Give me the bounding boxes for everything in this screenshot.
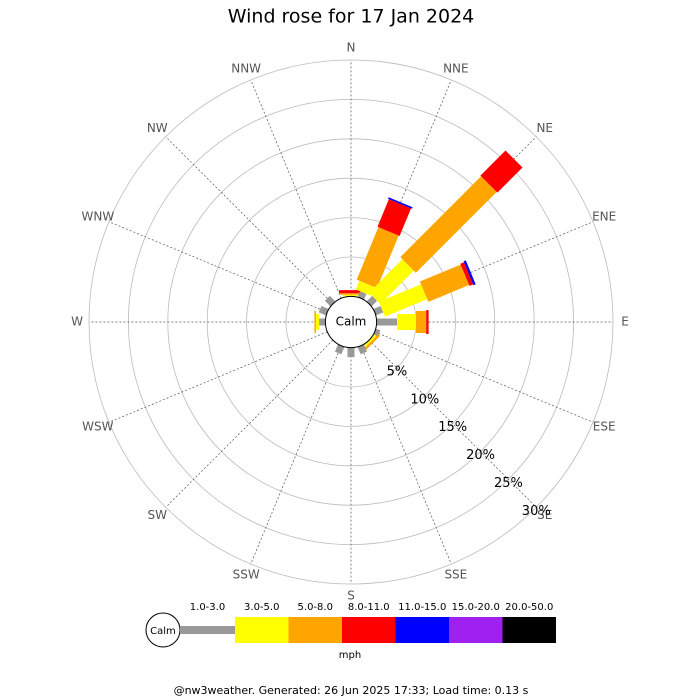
rose-segment — [400, 176, 497, 273]
legend-label: 15.0-20.0 — [452, 602, 500, 613]
rose-segment — [416, 311, 427, 333]
legend-label: 11.0-15.0 — [398, 602, 446, 613]
rose-segment — [356, 227, 399, 288]
direction-label: NNE — [443, 61, 469, 75]
grid-ring — [206, 177, 496, 467]
grid-ring — [246, 217, 456, 427]
legend-swatch — [180, 626, 235, 634]
direction-label: NW — [147, 121, 168, 135]
direction-label: N — [347, 41, 356, 55]
spoke — [374, 221, 594, 313]
direction-label: ENE — [592, 210, 616, 224]
chart-title: Wind rose for 17 Jan 2024 — [228, 6, 475, 28]
direction-label: SSE — [444, 568, 467, 582]
rose-segment — [377, 199, 412, 236]
r-tick-label: 30% — [522, 504, 551, 519]
rose-segment — [315, 314, 320, 330]
legend-calm-label: Calm — [150, 626, 176, 637]
spoke — [368, 339, 537, 508]
spoke — [250, 345, 342, 565]
direction-label: WNW — [81, 210, 114, 224]
rose-segment — [419, 264, 470, 302]
r-tick-label: 20% — [466, 448, 495, 463]
legend-swatch — [288, 617, 342, 643]
spoke — [108, 221, 328, 313]
footer: @nw3weather. Generated: 26 Jun 2025 17:3… — [174, 684, 529, 697]
rose-segment — [426, 310, 429, 334]
spoke — [165, 136, 334, 305]
rose-segment — [363, 334, 381, 352]
rose-segment — [480, 150, 523, 193]
rose-segment — [347, 347, 355, 358]
direction-label: E — [621, 315, 629, 329]
legend-swatch — [502, 617, 556, 643]
rose-segment — [376, 318, 398, 326]
direction-label: SW — [148, 508, 168, 522]
direction-label: ESE — [593, 419, 616, 433]
spoke — [360, 345, 452, 565]
rose-segment — [355, 280, 375, 296]
spoke — [250, 79, 342, 299]
rose-segment — [339, 290, 363, 294]
direction-label: WSW — [82, 419, 113, 433]
spoke — [360, 79, 452, 299]
rose-segment — [369, 259, 414, 304]
spoke — [165, 339, 334, 508]
rose-segment — [319, 318, 326, 326]
calm-label: Calm — [336, 315, 367, 329]
legend-swatch — [235, 617, 289, 643]
rose-segment — [460, 262, 474, 286]
direction-label: S — [347, 589, 355, 603]
r-tick-label: 15% — [438, 420, 467, 435]
legend-unit: mph — [339, 650, 361, 661]
rose-segment — [463, 260, 476, 286]
rose-segment — [373, 306, 384, 316]
calm-circle — [324, 295, 378, 349]
direction-label: SSW — [233, 568, 260, 582]
direction-label: W — [71, 315, 83, 329]
legend-label: 20.0-50.0 — [505, 602, 553, 613]
legend-label: 3.0-5.0 — [244, 602, 279, 613]
legend-label: 8.0-11.0 — [348, 602, 390, 613]
rose-segment — [343, 294, 359, 297]
direction-label: NNW — [231, 61, 261, 75]
legend-swatch — [449, 617, 503, 643]
legend-swatch — [395, 617, 449, 643]
rose-segment — [378, 284, 428, 317]
legend-label: 5.0-8.0 — [298, 602, 333, 613]
legend-label: 1.0-3.0 — [190, 602, 225, 613]
r-tick-label: 5% — [387, 364, 408, 379]
spoke — [374, 331, 594, 423]
rose-segment — [363, 334, 377, 348]
legend-swatch — [342, 617, 396, 643]
r-tick-label: 25% — [494, 476, 523, 491]
direction-label: SE — [537, 508, 552, 522]
rose-segment — [340, 293, 362, 295]
rose-segment — [388, 197, 413, 209]
direction-label: NE — [536, 121, 553, 135]
rose-segment — [318, 306, 329, 316]
spoke — [108, 331, 328, 423]
rose-segment — [397, 314, 416, 330]
rose-segment — [357, 344, 367, 355]
rose-segment — [335, 344, 345, 355]
rose-segment — [314, 311, 316, 333]
r-tick-label: 10% — [410, 392, 439, 407]
